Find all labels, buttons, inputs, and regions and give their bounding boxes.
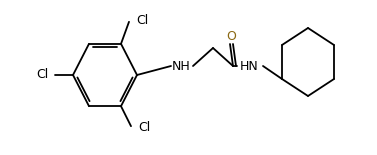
Text: Cl: Cl	[36, 69, 48, 82]
Text: Cl: Cl	[138, 121, 150, 134]
Text: NH: NH	[172, 60, 190, 73]
Text: HN: HN	[240, 60, 258, 73]
Text: O: O	[226, 29, 236, 42]
Text: Cl: Cl	[136, 14, 148, 27]
